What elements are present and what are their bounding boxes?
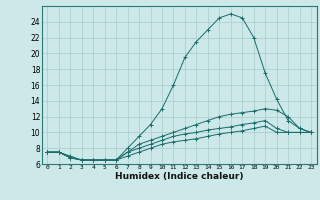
X-axis label: Humidex (Indice chaleur): Humidex (Indice chaleur) <box>115 172 244 181</box>
